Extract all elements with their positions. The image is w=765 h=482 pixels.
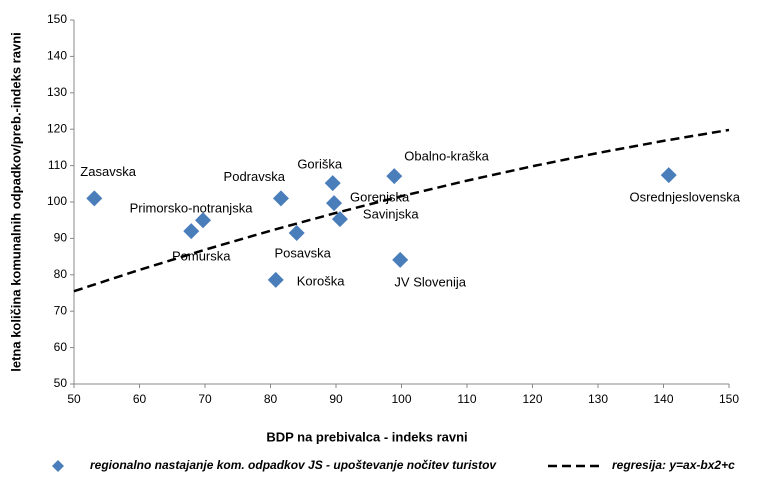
point [324,175,341,192]
point-label: Obalno-kraška [404,149,489,164]
point-label: Podravska [224,169,286,184]
point-label: JV Slovenija [394,274,466,289]
y-tick-label: 50 [54,376,68,390]
point [331,211,348,228]
legend-label: regresija: y=ax-bx2+c [612,458,735,472]
x-tick-label: 140 [653,392,673,406]
point-label: Primorsko-notranjska [130,201,254,216]
point-label: Posavska [275,245,332,260]
point [660,167,677,184]
x-tick-label: 150 [719,392,739,406]
y-tick-label: 60 [54,340,68,354]
point [86,190,103,207]
point-label: Gorenjska [350,190,410,205]
point-label: Savinjska [363,207,419,222]
x-tick-label: 60 [133,392,147,406]
y-tick-label: 80 [54,267,68,281]
legend-swatch [52,460,64,472]
y-tick-label: 110 [48,158,67,172]
regression-line [73,128,730,293]
y-tick-label: 90 [54,231,68,245]
y-tick-label: 70 [54,303,68,317]
y-axis-title: letna količina komunalnih odpadkov/preb.… [8,32,23,372]
x-tick-label: 70 [198,392,212,406]
legend-label: regionalno nastajanje kom. odpadkov JS -… [90,458,497,472]
x-tick-label: 80 [264,392,278,406]
x-tick-label: 130 [588,392,608,406]
x-axis-title: BDP na prebivalca - indeks ravni [266,429,467,444]
y-tick-label: 100 [47,194,67,208]
point [392,251,409,268]
point-label: Osrednjeslovenska [629,190,740,205]
point [195,212,212,229]
y-tick-label: 130 [47,85,67,99]
point [183,223,200,240]
point-label: Zasavska [80,164,136,179]
point [386,168,403,185]
point [272,190,289,207]
x-tick-label: 50 [67,392,81,406]
x-tick-label: 110 [457,392,476,406]
point [288,224,305,241]
x-tick-label: 120 [522,392,542,406]
y-tick-label: 120 [47,121,67,135]
y-tick-label: 140 [47,49,67,63]
x-tick-label: 100 [391,392,411,406]
point [326,195,343,212]
y-tick-label: 150 [47,12,67,26]
x-tick-label: 90 [329,392,343,406]
point [267,271,284,288]
point-label: Koroška [297,273,345,288]
point-label: Pomurska [172,249,231,264]
point-label: Goriška [297,157,343,172]
